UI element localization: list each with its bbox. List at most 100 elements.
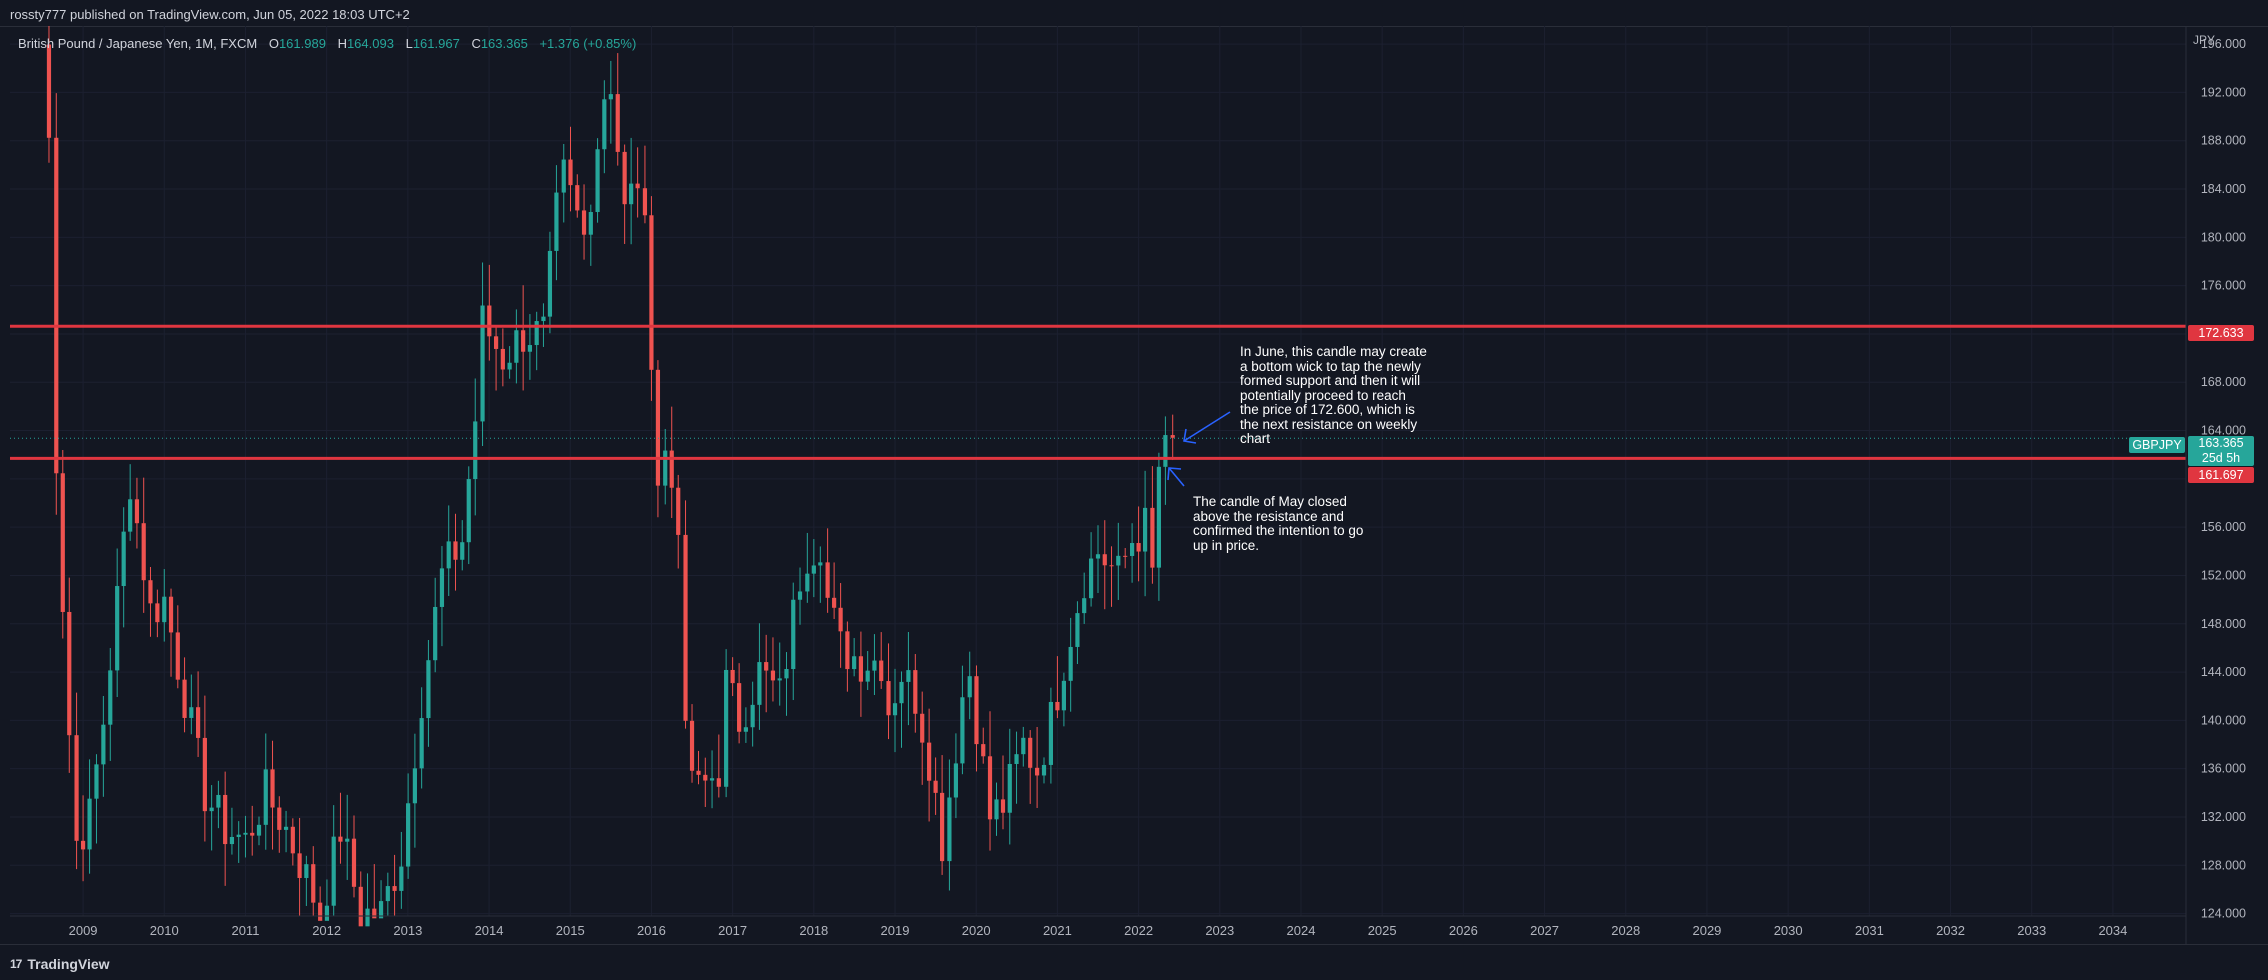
candle-body [1109,565,1114,567]
candle-body [433,606,438,661]
candle-body [162,596,167,623]
level-price-label-161: 161.697 [2188,467,2254,483]
time-tick-label: 2022 [1124,923,1153,938]
candle-body [879,660,884,682]
candle-body [927,742,932,781]
candle-body [87,798,92,850]
price-tick-label: 176.000 [2201,279,2246,293]
time-tick-label: 2024 [1287,923,1316,938]
legend-change: +1.376 (+0.85%) [539,36,637,51]
candle-body [250,832,255,836]
candle-body [283,826,289,830]
candle-body [202,737,207,812]
candle-body [46,44,52,138]
candle-body [669,450,674,488]
price-tick-label: 128.000 [2201,858,2246,872]
candle-body [595,149,600,213]
time-tick-label: 2033 [2017,923,2046,938]
candle-body [906,670,911,682]
candle-body [263,769,268,825]
candle-body [913,670,918,714]
candle-body [689,720,695,771]
candle-body [655,369,661,486]
candle-body [608,94,613,100]
candle-body [406,803,411,867]
candle-body [54,137,59,474]
candle-body [419,718,424,769]
candle-body [920,713,925,743]
candle-body [940,792,945,862]
symbol-legend[interactable]: British Pound / Japanese Yen, 1M, FXCM O… [18,36,636,51]
price-tick-label: 152.000 [2201,568,2246,582]
legend-open: 161.989 [278,36,326,51]
price-tick-label: 168.000 [2201,375,2246,389]
candle-body [1116,555,1121,566]
may-note-line: up in price. [1193,537,1260,553]
candle-body [67,611,72,736]
candle-body [392,886,397,891]
candle-body [770,670,776,681]
candle-body [1123,555,1128,557]
candle-body [750,704,755,728]
candle-body [487,305,492,337]
candle-body [554,192,559,251]
candle-body [581,210,587,235]
june-note-line: In June, this candle may create [1240,344,1427,359]
candle-body [1061,680,1066,711]
candle-body [1055,701,1060,711]
levels-group [10,324,2186,460]
time-tick-label: 2012 [312,923,341,938]
tradingview-logo[interactable]: 17 TradingView [10,956,110,972]
candle-body [1136,543,1141,552]
candle-body [629,183,634,205]
candle-body [588,212,593,235]
candle-body [399,866,404,891]
candle-body [101,724,106,765]
candle-body [229,836,235,845]
june-annotation[interactable]: In June, this candle may create a bottom… [1240,344,1427,447]
candle-body [852,656,857,670]
candle-body [784,669,789,679]
may-note-line: confirmed the intention to go [1193,523,1364,538]
time-tick-label: 2010 [150,923,179,938]
candle-body [953,763,959,798]
candle-body [182,679,187,718]
candle-body [209,807,214,812]
time-tick-label: 2031 [1855,923,1884,938]
currency-label: JPY [2193,33,2215,47]
price-tick-label: 180.000 [2201,230,2246,244]
may-note-line: above the resistance and [1193,508,1344,524]
candle-body [1170,435,1175,438]
price-tick-label: 188.000 [2201,134,2246,148]
time-tick-label: 2016 [637,923,666,938]
candle-body [716,778,721,787]
time-tick-label: 2015 [556,923,585,938]
candle-body [1082,598,1087,614]
candle-body [223,794,228,845]
candle-body [899,681,904,704]
legend-high: 164.093 [346,36,394,51]
candle-body [568,159,573,186]
candle-body [507,362,512,370]
candle-body [141,523,146,581]
candle-body [480,305,485,422]
may-annotation[interactable]: The candle of May closed above the resis… [1193,494,1364,553]
legend-symbol[interactable]: British Pound / Japanese Yen, 1M, FXCM [18,36,258,51]
current-price: 163.365 [2198,436,2244,450]
candle-body [1095,554,1101,559]
candle-body [270,769,275,808]
candle-body [1048,701,1054,765]
candle-body [987,756,993,820]
candle-body [439,568,445,607]
candle-body [189,707,194,718]
candle-body [797,591,803,600]
time-tick-label: 2032 [1936,923,1965,938]
candle-body [683,534,688,721]
candle-body [108,670,113,725]
candle-body [196,707,201,738]
candle-body [493,336,499,349]
candle-body [324,905,330,921]
candle-body [1130,543,1135,556]
candle-body [838,607,843,632]
